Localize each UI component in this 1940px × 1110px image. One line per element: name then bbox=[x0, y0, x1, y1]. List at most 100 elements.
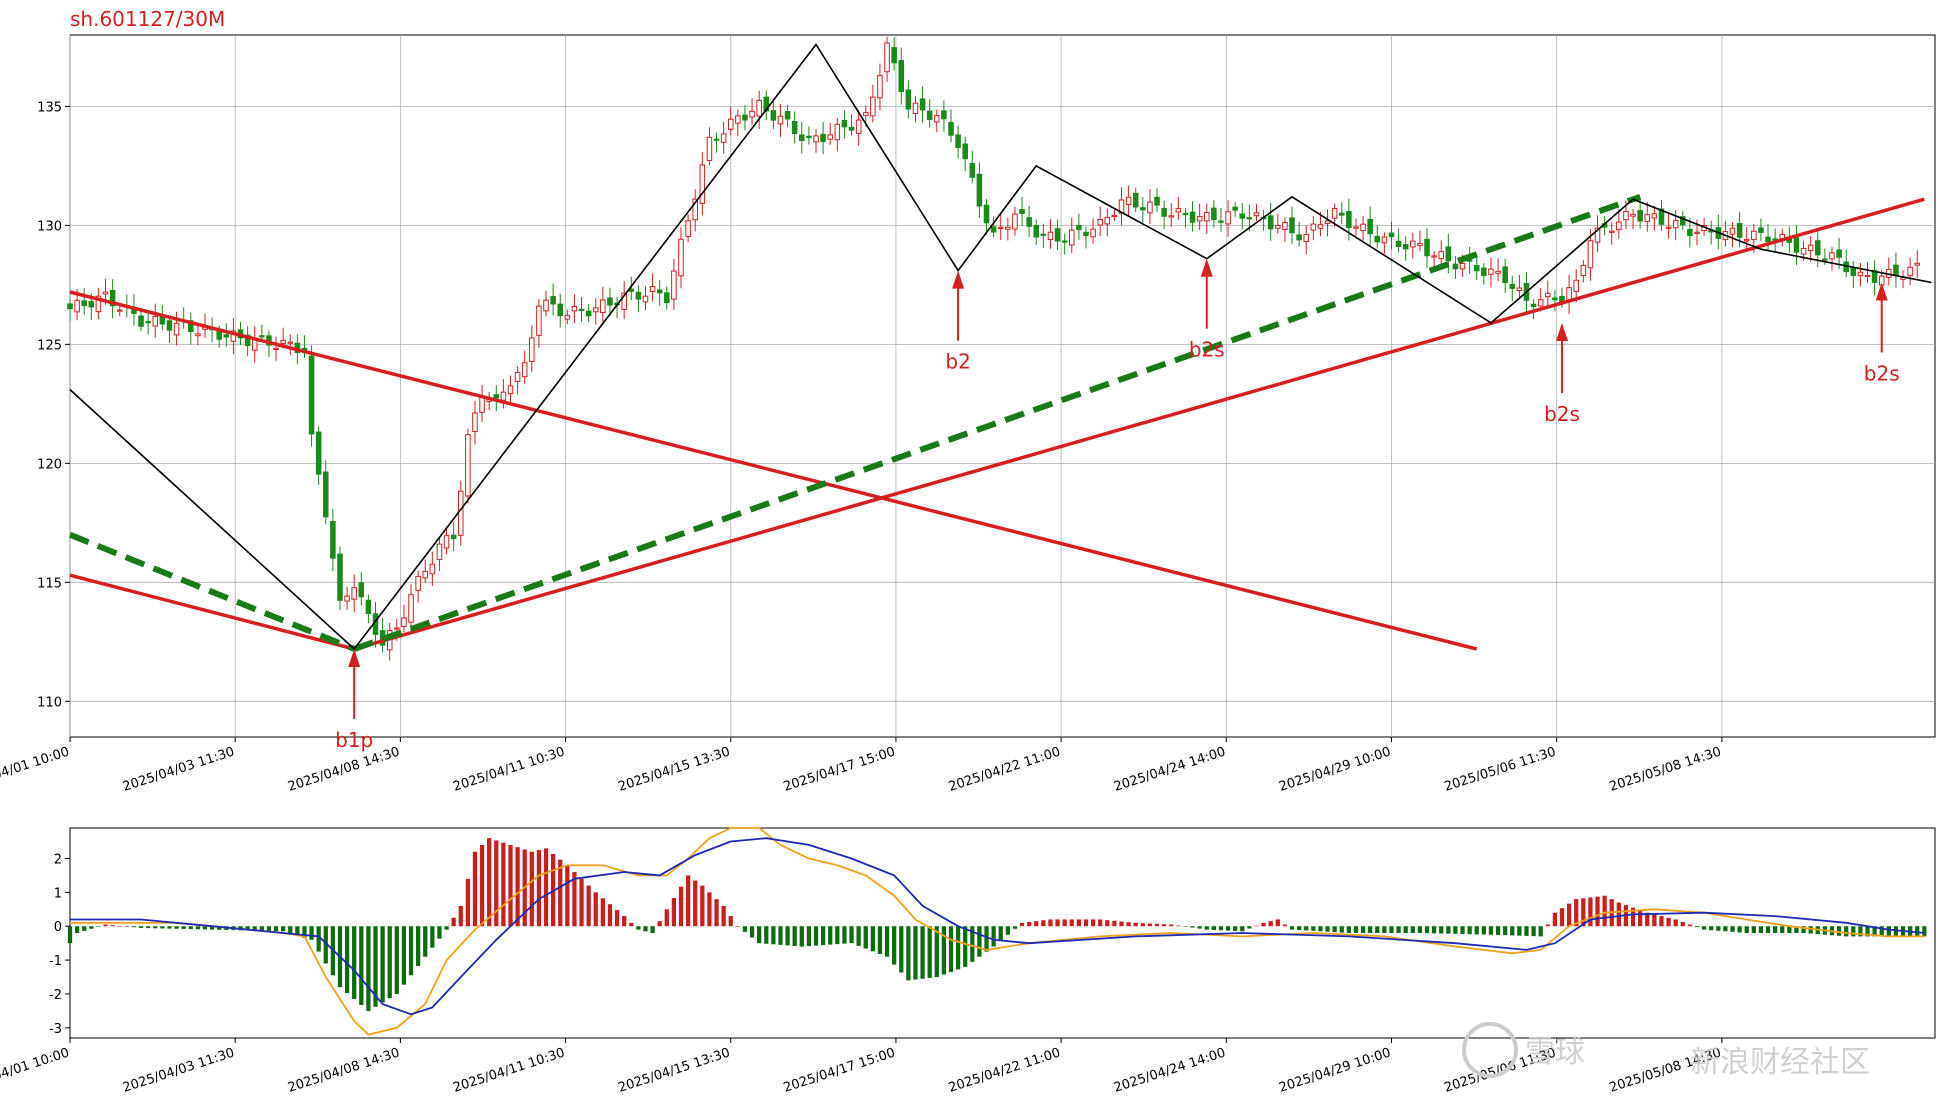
macd-bar bbox=[1140, 923, 1145, 927]
candle-body bbox=[607, 297, 613, 306]
time-tick-label: 2025/04/29 10:00 bbox=[1277, 745, 1392, 795]
macd-bar bbox=[1538, 926, 1543, 937]
candle-body bbox=[1793, 237, 1800, 253]
candle-body bbox=[109, 289, 116, 307]
candle-body bbox=[919, 98, 926, 111]
candle-body bbox=[855, 119, 862, 134]
candle-body bbox=[1005, 226, 1011, 230]
macd-bar bbox=[1275, 919, 1280, 927]
macd-bar bbox=[572, 872, 577, 927]
macd-bar bbox=[970, 926, 975, 962]
macd-bar bbox=[835, 926, 840, 945]
candle-body bbox=[727, 118, 734, 130]
line-uptrend bbox=[353, 197, 1925, 651]
candle-body bbox=[1381, 236, 1388, 244]
macd-bar bbox=[870, 926, 875, 952]
candle-body bbox=[1836, 249, 1842, 258]
macd-bar bbox=[1289, 926, 1295, 930]
macd-bar bbox=[1893, 926, 1899, 937]
signals: b1p b2 b2s b2s b2s bbox=[335, 258, 1900, 752]
candle-body bbox=[287, 341, 294, 344]
candle-body bbox=[322, 471, 329, 518]
macd-bar bbox=[1474, 926, 1479, 935]
candle-body bbox=[1331, 207, 1338, 219]
macd-bar bbox=[529, 851, 534, 927]
candle-body bbox=[365, 599, 372, 615]
candle-body bbox=[806, 135, 812, 139]
candle-body bbox=[1743, 239, 1750, 242]
macd-bar bbox=[181, 926, 186, 929]
macd-bar bbox=[1019, 922, 1025, 927]
candle-body bbox=[564, 315, 571, 320]
candle-body bbox=[514, 371, 521, 383]
macd-bar bbox=[963, 926, 968, 967]
macd-bar bbox=[1105, 920, 1110, 927]
candle-body bbox=[777, 115, 784, 125]
candle-body bbox=[443, 535, 450, 549]
candle-body bbox=[116, 309, 123, 312]
candle-body bbox=[955, 134, 961, 148]
macd-bar bbox=[892, 926, 897, 965]
candle-body bbox=[969, 162, 976, 178]
time-tick-label: 2025/04/24 14:00 bbox=[1112, 745, 1227, 795]
macd-bar bbox=[1225, 926, 1231, 931]
macd-bar bbox=[721, 905, 726, 927]
candle-body bbox=[827, 134, 833, 140]
watermark: 雪球 新浪财经社区 bbox=[1462, 1022, 1870, 1080]
macd-bar bbox=[764, 926, 769, 944]
candle-body bbox=[1125, 196, 1132, 206]
candle-body bbox=[465, 434, 471, 497]
macd-bar bbox=[948, 926, 954, 972]
macd-bar bbox=[884, 926, 890, 957]
candle-body bbox=[1751, 230, 1757, 240]
candle-body bbox=[941, 110, 947, 120]
macd-bar bbox=[614, 910, 620, 927]
signal-arrow-head bbox=[1200, 258, 1213, 277]
macd-bar bbox=[1396, 926, 1401, 933]
candle-body bbox=[997, 226, 1004, 229]
line-lower_left bbox=[69, 573, 355, 651]
candle-body bbox=[592, 307, 599, 313]
macd-bar bbox=[167, 926, 172, 929]
macd-bar bbox=[1318, 926, 1323, 932]
macd-bar bbox=[1751, 926, 1756, 933]
price-panel: b1p b2 b2s b2s b2s 110 115 120 125 130 135 2025/0… bbox=[0, 7, 1936, 795]
candle-body bbox=[1488, 268, 1494, 275]
candle-body bbox=[408, 594, 414, 623]
candle-body bbox=[735, 115, 741, 124]
macd-bar bbox=[295, 926, 300, 936]
macd-tick-label: 2 bbox=[54, 852, 62, 867]
candle-body bbox=[358, 582, 365, 598]
macd-bar bbox=[1424, 926, 1430, 934]
macd-bar bbox=[1254, 925, 1259, 927]
candle-body bbox=[216, 330, 222, 340]
macd-bar bbox=[1098, 919, 1103, 927]
macd-bar bbox=[1034, 921, 1039, 927]
macd-bar bbox=[153, 926, 158, 929]
macd-bar bbox=[1865, 926, 1870, 937]
candle-body bbox=[1097, 218, 1103, 226]
macd-bar bbox=[984, 926, 989, 952]
macd-bar bbox=[1083, 919, 1089, 927]
macd-bar bbox=[89, 926, 94, 929]
candle-body bbox=[557, 303, 564, 317]
macd-bar bbox=[1858, 926, 1863, 937]
macd-bar bbox=[558, 859, 563, 927]
candle-body bbox=[344, 595, 350, 602]
candle-body bbox=[1196, 216, 1203, 222]
macd-bar bbox=[1339, 926, 1344, 933]
candle-body bbox=[1509, 283, 1516, 289]
macd-bar bbox=[359, 926, 364, 1005]
line-zigzag bbox=[69, 43, 1932, 651]
macd-bar bbox=[323, 926, 328, 964]
candle-body bbox=[990, 226, 997, 233]
macd-bar bbox=[1282, 924, 1288, 927]
macd-bar bbox=[1069, 919, 1074, 927]
macd-bar bbox=[1559, 908, 1565, 927]
snowball-logo-icon bbox=[1462, 1022, 1518, 1078]
macd-bar bbox=[1382, 926, 1387, 933]
candle-body bbox=[1822, 258, 1828, 261]
candle-body bbox=[67, 303, 73, 310]
macd-bar bbox=[1027, 921, 1032, 927]
candle-body bbox=[1800, 248, 1807, 255]
